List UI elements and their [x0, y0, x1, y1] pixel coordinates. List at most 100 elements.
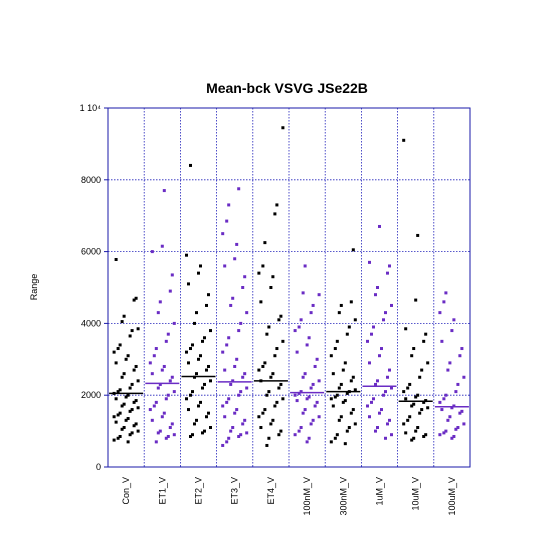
data-point	[347, 325, 351, 329]
data-point	[237, 187, 241, 191]
data-point	[148, 408, 152, 412]
data-point	[156, 311, 160, 315]
data-point	[245, 311, 249, 315]
data-point	[311, 418, 315, 422]
grid-lines	[108, 108, 470, 467]
data-point	[388, 264, 391, 268]
data-point	[227, 436, 231, 440]
data-point	[418, 375, 422, 379]
data-point	[293, 433, 297, 437]
data-point	[199, 264, 202, 268]
data-point	[205, 303, 208, 307]
data-point	[231, 296, 235, 300]
data-point	[235, 357, 239, 361]
data-point	[237, 434, 241, 438]
data-point	[297, 429, 301, 433]
data-point	[241, 422, 245, 426]
data-point	[345, 332, 349, 336]
data-point	[452, 434, 456, 438]
data-point	[335, 433, 339, 437]
y-tick-label: 8000	[81, 175, 101, 185]
data-point	[279, 382, 283, 386]
data-point	[134, 364, 138, 368]
data-point	[309, 422, 313, 426]
data-point	[456, 426, 460, 430]
data-point	[368, 415, 371, 419]
data-point	[148, 361, 152, 365]
data-point	[209, 329, 212, 333]
data-point	[301, 375, 305, 379]
data-point	[116, 347, 120, 351]
data-point	[118, 434, 122, 438]
chart-title: Mean-bck VSVG JSe22B	[206, 80, 368, 96]
data-point	[168, 379, 172, 383]
data-point	[164, 339, 168, 343]
data-point	[297, 325, 301, 329]
data-point	[265, 393, 269, 397]
data-point	[265, 332, 269, 336]
mean-lines	[109, 375, 469, 408]
data-points	[112, 126, 466, 447]
data-point	[241, 375, 245, 379]
data-point	[166, 434, 170, 438]
data-point	[307, 436, 311, 440]
data-point	[384, 436, 387, 440]
data-point	[444, 291, 448, 295]
data-point	[209, 379, 212, 383]
data-point	[313, 364, 317, 368]
data-point	[380, 347, 383, 351]
data-point	[122, 426, 126, 430]
data-point	[229, 429, 233, 433]
data-point	[299, 318, 303, 322]
data-point	[349, 411, 353, 415]
data-point	[309, 386, 313, 390]
data-point	[442, 397, 446, 401]
data-point	[271, 418, 275, 422]
data-point	[351, 375, 355, 379]
data-point	[223, 264, 227, 268]
data-point	[152, 404, 156, 408]
data-point	[243, 372, 247, 376]
data-point	[130, 382, 134, 386]
data-point	[414, 298, 418, 302]
data-point	[410, 438, 414, 442]
data-point	[402, 390, 406, 394]
data-point	[311, 303, 315, 307]
data-point	[227, 203, 231, 207]
data-point	[225, 400, 229, 404]
data-point	[370, 400, 373, 404]
data-point	[116, 413, 120, 417]
data-point	[269, 286, 273, 289]
data-point	[120, 404, 124, 408]
data-point	[333, 436, 337, 440]
data-point	[191, 343, 194, 347]
data-point	[245, 386, 249, 390]
data-point	[261, 364, 265, 368]
data-point	[349, 379, 353, 383]
data-point	[263, 361, 267, 365]
data-point	[271, 372, 275, 376]
data-point	[134, 399, 138, 403]
data-point	[150, 418, 154, 422]
data-point	[156, 431, 160, 435]
data-point	[227, 397, 231, 401]
data-point	[221, 350, 225, 354]
data-point	[301, 411, 305, 415]
data-point	[128, 409, 132, 413]
data-point	[333, 395, 337, 399]
data-point	[130, 431, 134, 435]
data-point	[128, 386, 132, 390]
x-tick-label: ET4_V	[266, 477, 276, 505]
x-tick-label: ET2_V	[194, 477, 204, 505]
data-point	[239, 390, 243, 394]
data-point	[136, 327, 140, 331]
data-point	[339, 382, 343, 386]
data-point	[172, 321, 176, 325]
data-point	[189, 163, 192, 167]
data-point	[293, 393, 297, 397]
data-point	[341, 400, 345, 404]
data-point	[221, 404, 225, 408]
data-point	[185, 350, 188, 354]
data-point	[376, 286, 379, 289]
y-tick-label: 2000	[81, 390, 101, 400]
